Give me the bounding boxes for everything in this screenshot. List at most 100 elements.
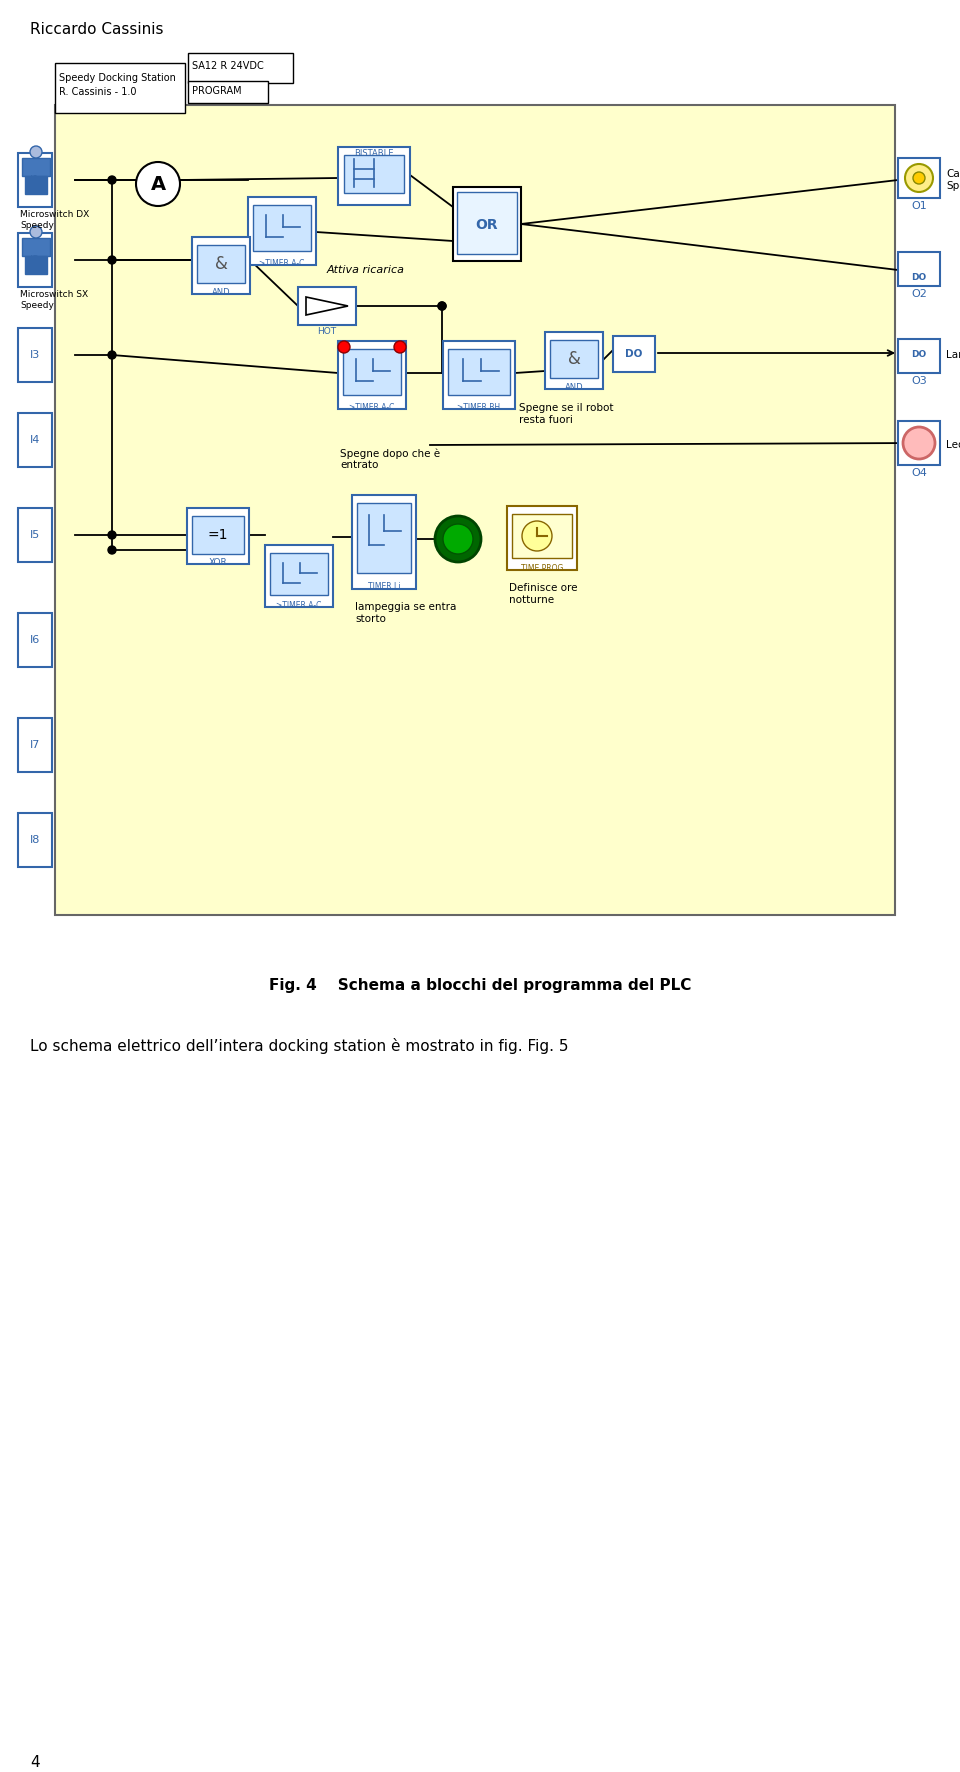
Text: Speedy Docking Station: Speedy Docking Station xyxy=(59,73,176,83)
Bar xyxy=(613,337,655,372)
Text: >TIMER A-C: >TIMER A-C xyxy=(276,601,322,610)
Text: PROGRAM: PROGRAM xyxy=(192,87,242,96)
Circle shape xyxy=(108,255,116,264)
Bar xyxy=(898,338,940,372)
Bar xyxy=(338,340,406,409)
Bar xyxy=(18,413,52,468)
Bar xyxy=(457,191,517,253)
Bar xyxy=(248,197,316,266)
Bar xyxy=(18,328,52,383)
Polygon shape xyxy=(306,298,348,315)
Bar xyxy=(25,175,47,193)
Text: Microswitch SX: Microswitch SX xyxy=(20,291,88,299)
Text: I4: I4 xyxy=(30,434,40,445)
Text: Led rossi: Led rossi xyxy=(946,439,960,450)
Circle shape xyxy=(435,516,481,562)
Bar xyxy=(265,546,333,608)
Text: Spegne dopo che è
entrato: Spegne dopo che è entrato xyxy=(340,448,440,470)
Circle shape xyxy=(30,227,42,237)
Bar xyxy=(338,147,410,206)
Circle shape xyxy=(443,525,473,555)
Text: Spegne se il robot
resta fuori: Spegne se il robot resta fuori xyxy=(519,402,613,425)
Bar xyxy=(55,105,895,914)
Bar xyxy=(344,154,404,193)
Text: BISTABLE: BISTABLE xyxy=(354,149,394,158)
Circle shape xyxy=(338,340,350,353)
Text: O4: O4 xyxy=(911,468,927,478)
Bar xyxy=(270,553,328,595)
Bar xyxy=(55,64,185,113)
Bar xyxy=(22,237,50,255)
Text: 4: 4 xyxy=(30,1754,39,1770)
Text: O2: O2 xyxy=(911,289,927,299)
Text: SA12 R 24VDC: SA12 R 24VDC xyxy=(192,60,264,71)
Text: I6: I6 xyxy=(30,634,40,645)
Text: AND: AND xyxy=(212,289,230,298)
Text: &: & xyxy=(567,351,581,369)
Bar xyxy=(22,158,50,175)
Text: A: A xyxy=(151,174,165,193)
Circle shape xyxy=(108,532,116,539)
Circle shape xyxy=(30,145,42,158)
Text: OR: OR xyxy=(476,218,498,232)
Bar xyxy=(898,158,940,198)
Bar xyxy=(550,340,598,377)
Bar xyxy=(507,507,577,571)
Circle shape xyxy=(522,521,552,551)
Text: I3: I3 xyxy=(30,351,40,360)
Text: DO: DO xyxy=(911,273,926,282)
Bar xyxy=(192,237,250,294)
Bar xyxy=(18,613,52,666)
Bar xyxy=(253,206,311,252)
Text: >TIMER A-C: >TIMER A-C xyxy=(259,259,304,268)
Bar xyxy=(298,287,356,324)
Text: Fig. 4    Schema a blocchi del programma del PLC: Fig. 4 Schema a blocchi del programma de… xyxy=(269,978,691,992)
Bar xyxy=(18,718,52,773)
Text: I1: I1 xyxy=(30,175,40,184)
Text: HOT: HOT xyxy=(318,328,337,337)
Bar xyxy=(197,245,245,284)
Text: TIME PROG: TIME PROG xyxy=(521,563,564,572)
Circle shape xyxy=(913,172,925,184)
Text: Caricabatterie
Speedy: Caricabatterie Speedy xyxy=(946,168,960,191)
Bar xyxy=(18,509,52,562)
Bar xyxy=(343,349,401,395)
Text: XOR: XOR xyxy=(208,558,228,567)
Bar xyxy=(448,349,510,395)
Text: Speedy: Speedy xyxy=(20,301,54,310)
Text: R. Cassinis - 1.0: R. Cassinis - 1.0 xyxy=(59,87,136,97)
Text: DO: DO xyxy=(911,349,926,358)
Bar xyxy=(188,82,268,103)
Text: lampeggia se entra
storto: lampeggia se entra storto xyxy=(355,602,456,624)
Bar xyxy=(898,252,940,285)
Circle shape xyxy=(108,546,116,555)
Bar xyxy=(453,188,521,260)
Text: I2: I2 xyxy=(30,255,40,266)
Bar xyxy=(25,255,47,275)
Text: >TIMER BH: >TIMER BH xyxy=(457,402,500,413)
Text: I8: I8 xyxy=(30,835,40,845)
Bar xyxy=(545,331,603,390)
Text: I5: I5 xyxy=(30,530,40,540)
Bar xyxy=(192,516,244,555)
Bar xyxy=(898,422,940,464)
Circle shape xyxy=(136,161,180,206)
Circle shape xyxy=(108,351,116,360)
Circle shape xyxy=(108,175,116,184)
Bar xyxy=(18,813,52,867)
Bar xyxy=(512,514,572,558)
Text: AND: AND xyxy=(564,383,584,392)
Text: >TIMER A-C: >TIMER A-C xyxy=(349,402,395,413)
Bar xyxy=(357,503,411,572)
Text: Riccardo Cassinis: Riccardo Cassinis xyxy=(30,21,163,37)
Text: DO: DO xyxy=(625,349,642,360)
Text: O3: O3 xyxy=(911,376,926,386)
Text: Attiva ricarica: Attiva ricarica xyxy=(327,266,405,275)
Circle shape xyxy=(905,165,933,191)
Circle shape xyxy=(438,301,446,310)
Bar xyxy=(352,494,416,588)
Text: O1: O1 xyxy=(911,200,926,211)
Text: Lampada alogena: Lampada alogena xyxy=(946,351,960,360)
Bar xyxy=(188,53,293,83)
Text: Speedy: Speedy xyxy=(20,222,54,230)
